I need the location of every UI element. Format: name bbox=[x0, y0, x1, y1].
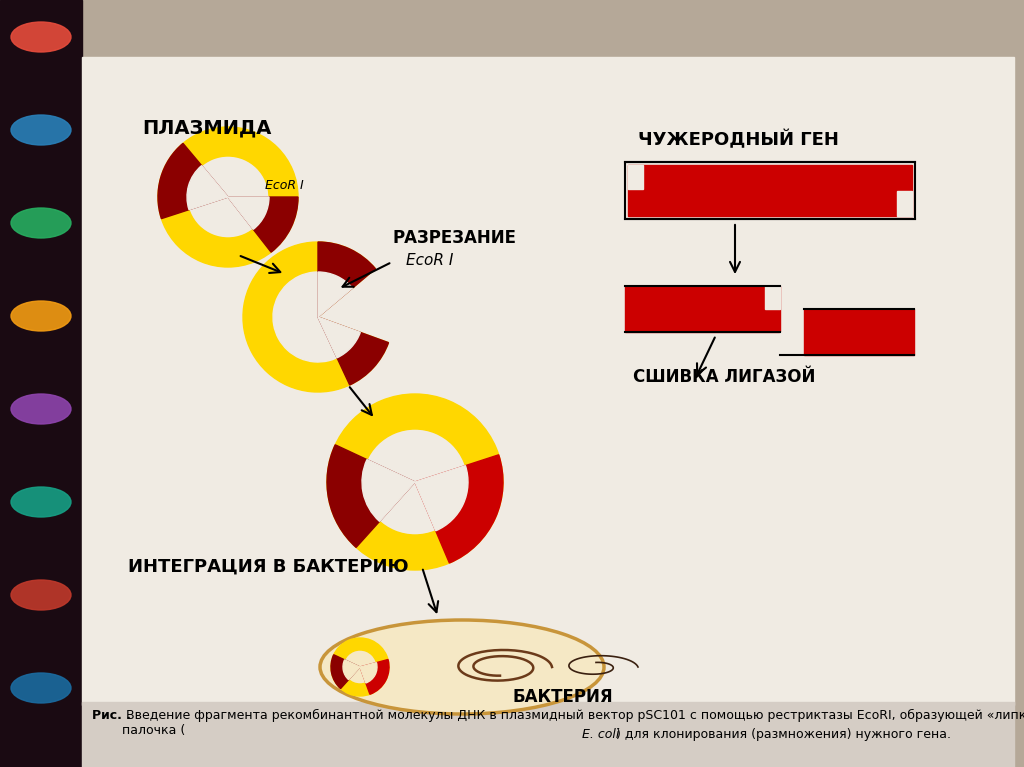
Ellipse shape bbox=[11, 580, 71, 610]
Text: ЧУЖЕРОДНЫЙ ГЕН: ЧУЖЕРОДНЫЙ ГЕН bbox=[638, 130, 839, 149]
Ellipse shape bbox=[11, 394, 71, 424]
Ellipse shape bbox=[11, 208, 71, 238]
Wedge shape bbox=[318, 317, 388, 385]
Text: СШИВКА ЛИГАЗОЙ: СШИВКА ЛИГАЗОЙ bbox=[633, 368, 815, 386]
Ellipse shape bbox=[11, 487, 71, 517]
Text: EcoR I: EcoR I bbox=[406, 253, 454, 268]
Bar bbox=[897, 191, 912, 216]
Text: Рис. .: Рис. . bbox=[92, 709, 131, 722]
Bar bbox=[82, 702, 1014, 767]
Ellipse shape bbox=[11, 301, 71, 331]
Text: E. coli: E. coli bbox=[582, 728, 620, 741]
Wedge shape bbox=[360, 663, 377, 683]
Text: ПЛАЗМИДА: ПЛАЗМИДА bbox=[142, 118, 271, 137]
Ellipse shape bbox=[11, 22, 71, 52]
Ellipse shape bbox=[11, 673, 71, 703]
Wedge shape bbox=[158, 143, 228, 219]
Text: ) для клонирования (размножения) нужного гена.: ) для клонирования (размножения) нужного… bbox=[616, 728, 951, 741]
Bar bbox=[628, 165, 643, 189]
Wedge shape bbox=[318, 272, 352, 317]
Wedge shape bbox=[415, 455, 503, 563]
Ellipse shape bbox=[11, 115, 71, 145]
Text: EcoR I: EcoR I bbox=[265, 179, 304, 192]
Bar bbox=[625, 162, 915, 219]
Wedge shape bbox=[273, 272, 360, 362]
Wedge shape bbox=[318, 317, 360, 357]
Text: ИНТЕГРАЦИЯ В БАКТЕРИЮ: ИНТЕГРАЦИЯ В БАКТЕРИЮ bbox=[128, 558, 409, 576]
Wedge shape bbox=[327, 445, 415, 548]
Wedge shape bbox=[187, 166, 228, 209]
Bar bbox=[628, 165, 912, 216]
Bar bbox=[765, 286, 780, 309]
Wedge shape bbox=[362, 459, 415, 522]
Bar bbox=[625, 286, 780, 332]
Wedge shape bbox=[415, 466, 468, 531]
Bar bbox=[804, 309, 914, 355]
Wedge shape bbox=[360, 660, 389, 694]
Bar bbox=[780, 332, 795, 355]
Bar bbox=[0, 0, 82, 767]
Wedge shape bbox=[343, 660, 360, 680]
Wedge shape bbox=[243, 242, 388, 392]
Wedge shape bbox=[228, 197, 298, 252]
Ellipse shape bbox=[319, 620, 604, 714]
Wedge shape bbox=[318, 242, 376, 317]
Text: РАЗРЕЗАНИЕ: РАЗРЕЗАНИЕ bbox=[392, 229, 516, 247]
Bar bbox=[82, 57, 1014, 705]
Text: Введение фрагмента рекомбинантной молекулы ДНК в плазмидный вектор pSC101 с помо: Введение фрагмента рекомбинантной молеку… bbox=[122, 709, 1024, 737]
Wedge shape bbox=[331, 655, 360, 689]
Wedge shape bbox=[228, 197, 269, 229]
Text: БАКТЕРИЯ: БАКТЕРИЯ bbox=[512, 688, 612, 706]
